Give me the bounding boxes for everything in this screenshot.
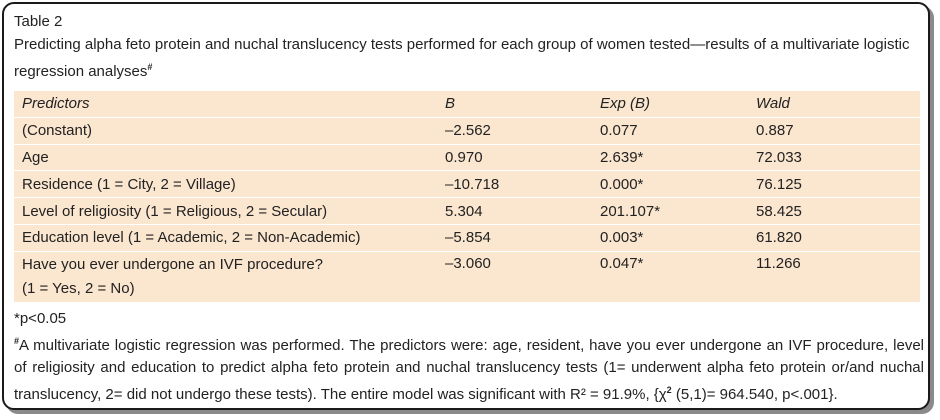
wald-cell: 58.425 (748, 197, 920, 225)
expb-cell: 0.077 (592, 117, 748, 145)
table-row: (Constant) –2.562 0.077 0.887 (14, 117, 920, 145)
b-cell: 0.970 (437, 144, 592, 172)
chi-square-superscript: 2 (666, 384, 672, 395)
footnote-significance: *p<0.05 (14, 309, 67, 327)
table-row: Have you ever undergone an IVF procedure… (14, 251, 920, 302)
b-cell: 5.304 (437, 197, 592, 225)
predictor-cell: (Constant) (14, 117, 437, 145)
expb-cell: 0.000* (592, 170, 748, 199)
table-label: Table 2 (14, 13, 63, 30)
table-row: Education level (1 = Academic, 2 = Non-A… (14, 224, 920, 252)
expb-cell: 201.107* (592, 197, 748, 225)
header-b: B (437, 91, 592, 118)
header-predictors: Predictors (14, 91, 437, 118)
header-expb: Exp (B) (592, 91, 748, 118)
regression-table: Predictors B Exp (B) Wald (Constant) –2.… (14, 91, 920, 302)
wald-cell: 0.887 (748, 117, 920, 145)
b-cell: –2.562 (437, 117, 592, 145)
table-row: Residence (1 = City, 2 = Village) –10.71… (14, 170, 920, 199)
header-wald: Wald (748, 91, 920, 118)
predictor-cell: Level of religiosity (1 = Religious, 2 =… (14, 197, 437, 225)
table-row: Level of religiosity (1 = Religious, 2 =… (14, 197, 920, 225)
table-card: Table 2 Predicting alpha feto protein an… (2, 2, 930, 410)
wald-cell: 76.125 (748, 170, 920, 199)
wald-cell: 72.033 (748, 144, 920, 172)
predictor-line-2: (1 = Yes, 2 = No) (22, 279, 135, 297)
b-cell: –3.060 (445, 254, 491, 272)
predictor-cell: Residence (1 = City, 2 = Village) (14, 170, 437, 199)
predictor-cell: Education level (1 = Academic, 2 = Non-A… (14, 224, 437, 252)
predictor-cell: Age (14, 144, 437, 172)
predictor-line-1: Have you ever undergone an IVF procedure… (22, 255, 324, 273)
wald-cell: 61.820 (748, 224, 920, 252)
expb-cell: 0.003* (592, 224, 748, 252)
expb-cell: 2.639* (592, 144, 748, 172)
table-row: Age 0.970 2.639* 72.033 (14, 144, 920, 172)
footnote-method-tail: (5,1)= 964.540, p<.001}. (671, 385, 838, 403)
footnote-method: #A multivariate logistic regression was … (14, 330, 924, 406)
b-cell: –10.718 (437, 170, 592, 199)
caption-text: Predicting alpha feto protein and nuchal… (14, 36, 910, 80)
footnote-method-text: A multivariate logistic regression was p… (14, 336, 924, 403)
table-caption: Predicting alpha feto protein and nuchal… (14, 34, 924, 83)
caption-mark: # (147, 62, 153, 72)
header-row: Predictors B Exp (B) Wald (14, 91, 920, 118)
table-footnotes: *p<0.05 #A multivariate logistic regress… (14, 308, 924, 406)
expb-cell: 0.047* (600, 254, 644, 272)
b-cell: –5.854 (437, 224, 592, 252)
predictor-cell: Have you ever undergone an IVF procedure… (14, 251, 437, 302)
table-content: Table 2 Predicting alpha feto protein an… (14, 12, 924, 406)
footnote-mark: # (14, 335, 20, 346)
wald-cell: 11.266 (756, 254, 801, 272)
